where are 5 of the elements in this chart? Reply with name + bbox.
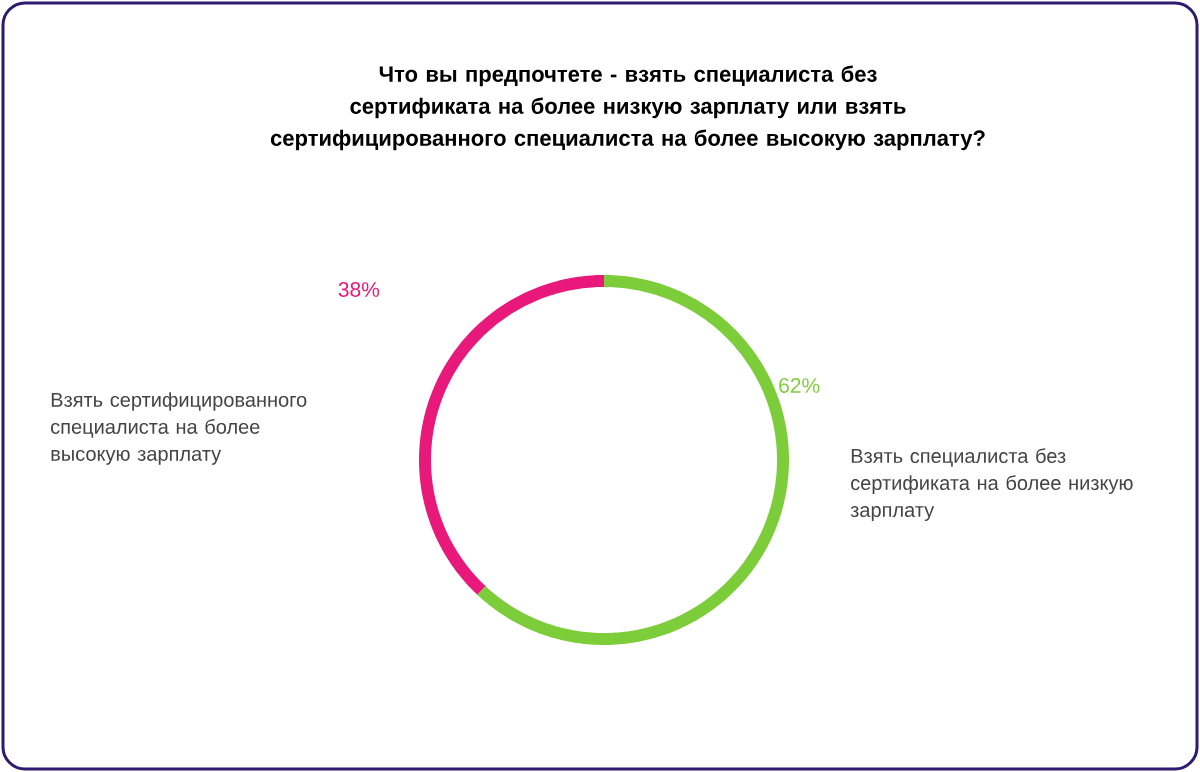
- chart-title: Что вы предпочтете - взять специалиста без сертификата на более низкую зарплату или взять сертифицированного специалиста на более высокую зарплату?: [270, 65, 985, 151]
- slice-label: Взять специалиста без сертификата на более низкую зарплату: [850, 448, 1133, 522]
- data-label: 38%: [338, 282, 380, 297]
- data-label: 62%: [779, 378, 820, 393]
- slice-label: Взять сертифицированного специалиста на более высокую зарплату: [51, 392, 307, 465]
